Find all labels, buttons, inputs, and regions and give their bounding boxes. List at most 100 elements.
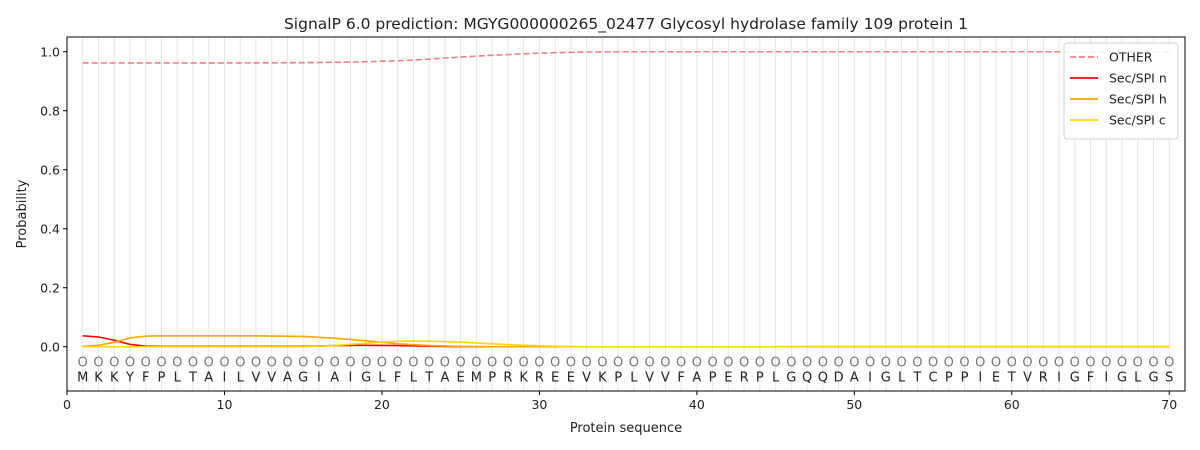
position-marker: O bbox=[1117, 356, 1127, 371]
position-marker: O bbox=[125, 356, 135, 371]
y-tick-label: 0.8 bbox=[40, 103, 60, 118]
residue-letter: K bbox=[598, 370, 607, 385]
residue-letter: I bbox=[1104, 370, 1108, 385]
plot-series bbox=[82, 50, 1170, 348]
position-marker: O bbox=[928, 356, 938, 371]
residue-letter: K bbox=[519, 370, 528, 385]
residue-letter: F bbox=[142, 370, 149, 385]
position-marker: O bbox=[723, 356, 733, 371]
position-marker: O bbox=[1070, 356, 1080, 371]
residue-letter: L bbox=[410, 370, 418, 385]
position-marker: O bbox=[282, 356, 292, 371]
position-marker: O bbox=[739, 356, 749, 371]
x-tick-label: 70 bbox=[1161, 397, 1177, 412]
residue-letter: M bbox=[471, 370, 482, 385]
position-marker: O bbox=[582, 356, 592, 371]
residue-letter: T bbox=[912, 370, 921, 385]
residue-letter: T bbox=[1007, 370, 1016, 385]
legend-label: Sec/SPI h bbox=[1109, 92, 1167, 107]
position-marker: O bbox=[896, 356, 906, 371]
position-marker: O bbox=[645, 356, 655, 371]
y-axis-label: Probability bbox=[15, 179, 30, 248]
position-marker: O bbox=[975, 356, 985, 371]
residue-letter: E bbox=[724, 370, 732, 385]
position-marker: O bbox=[219, 356, 229, 371]
residue-letter: A bbox=[330, 370, 339, 385]
x-tick-label: 20 bbox=[374, 397, 390, 412]
position-marker: O bbox=[377, 356, 387, 371]
residue-letter: G bbox=[881, 370, 891, 385]
position-marker: O bbox=[78, 356, 88, 371]
position-marker: O bbox=[550, 356, 560, 371]
legend-label: Sec/SPI n bbox=[1109, 71, 1167, 86]
y-tick-label: 0.6 bbox=[40, 162, 60, 177]
chart-title: SignalP 6.0 prediction: MGYG000000265_02… bbox=[284, 15, 968, 34]
position-marker: O bbox=[770, 356, 780, 371]
series-line-sec-spi-c bbox=[82, 340, 1170, 348]
y-tick-label: 0.0 bbox=[40, 339, 60, 354]
residue-letter: F bbox=[677, 370, 684, 385]
residue-letter: D bbox=[834, 370, 844, 385]
position-marker: O bbox=[944, 356, 954, 371]
legend-box bbox=[1063, 42, 1179, 140]
residue-letter: E bbox=[551, 370, 559, 385]
residue-letter: M bbox=[77, 370, 88, 385]
residue-letter: L bbox=[174, 370, 182, 385]
residue-letter: T bbox=[188, 370, 197, 385]
residue-letter: L bbox=[378, 370, 386, 385]
x-tick-label: 30 bbox=[531, 397, 547, 412]
position-marker: O bbox=[156, 356, 166, 371]
position-marker: O bbox=[755, 356, 765, 371]
y-tick-label: 1.0 bbox=[40, 44, 60, 59]
residue-letter: Y bbox=[125, 370, 134, 385]
position-marker: O bbox=[393, 356, 403, 371]
residue-letter: V bbox=[582, 370, 591, 385]
position-marker: O bbox=[487, 356, 497, 371]
position-marker: O bbox=[959, 356, 969, 371]
residue-letter: E bbox=[992, 370, 1000, 385]
position-marker: O bbox=[1022, 356, 1032, 371]
position-marker: O bbox=[424, 356, 434, 371]
position-marker: O bbox=[204, 356, 214, 371]
position-marker: O bbox=[361, 356, 371, 371]
residue-letter: A bbox=[440, 370, 449, 385]
residue-letter: G bbox=[786, 370, 796, 385]
position-marker: O bbox=[172, 356, 182, 371]
position-marker: O bbox=[692, 356, 702, 371]
residue-letter: G bbox=[361, 370, 371, 385]
position-marker: O bbox=[267, 356, 277, 371]
residue-letter: V bbox=[645, 370, 654, 385]
position-marker: O bbox=[707, 356, 717, 371]
position-marker: O bbox=[566, 356, 576, 371]
position-marker: O bbox=[330, 356, 340, 371]
position-marker: O bbox=[1054, 356, 1064, 371]
residue-letter: G bbox=[1148, 370, 1158, 385]
x-tick-label: 0 bbox=[63, 397, 71, 412]
residue-letter: L bbox=[1134, 370, 1142, 385]
position-marker: O bbox=[833, 356, 843, 371]
residue-letter: P bbox=[614, 370, 622, 385]
x-axis-label: Protein sequence bbox=[570, 421, 682, 436]
position-marker: O bbox=[865, 356, 875, 371]
plot-frame bbox=[66, 36, 1186, 392]
x-tick-label: 50 bbox=[846, 397, 862, 412]
residue-letter: G bbox=[298, 370, 308, 385]
residue-letter: P bbox=[488, 370, 496, 385]
y-axis: 0.0 0.2 0.4 0.6 0.8 1.0 bbox=[40, 44, 67, 354]
position-marker: O bbox=[991, 356, 1001, 371]
x-tick-label: 40 bbox=[689, 397, 705, 412]
position-marker: O bbox=[613, 356, 623, 371]
position-marker: O bbox=[1038, 356, 1048, 371]
position-marker: O bbox=[802, 356, 812, 371]
residue-letter: A bbox=[692, 370, 701, 385]
position-marker: O bbox=[1101, 356, 1111, 371]
residue-letter: A bbox=[283, 370, 292, 385]
x-tick-label: 60 bbox=[1004, 397, 1020, 412]
residue-letter: A bbox=[850, 370, 859, 385]
residue-letter: Q bbox=[802, 370, 812, 385]
residue-letter: R bbox=[503, 370, 512, 385]
position-marker: O bbox=[818, 356, 828, 371]
residue-letter: L bbox=[898, 370, 906, 385]
position-marker: O bbox=[141, 356, 151, 371]
